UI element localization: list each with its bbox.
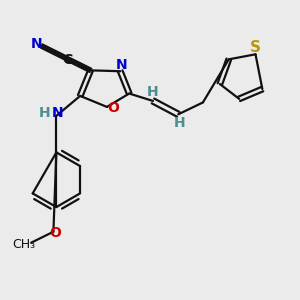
Text: N: N bbox=[52, 106, 64, 120]
Text: S: S bbox=[250, 40, 261, 55]
Text: CH₃: CH₃ bbox=[12, 238, 35, 251]
Text: N: N bbox=[116, 58, 128, 72]
Text: O: O bbox=[107, 101, 119, 116]
Text: H: H bbox=[174, 116, 185, 130]
Text: H: H bbox=[39, 106, 50, 120]
Text: N: N bbox=[31, 38, 43, 52]
Text: H: H bbox=[147, 85, 158, 99]
Text: C: C bbox=[62, 53, 72, 67]
Text: O: O bbox=[49, 226, 61, 240]
